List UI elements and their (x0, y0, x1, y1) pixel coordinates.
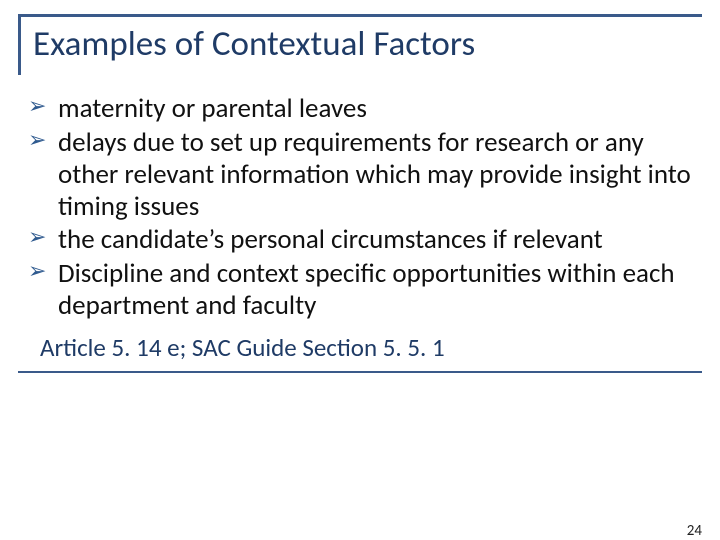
bullet-text: delays due to set up requirements for re… (58, 126, 691, 223)
chevron-right-icon: ➢ (28, 95, 50, 117)
list-item: ➢ Discipline and context specific opport… (28, 258, 692, 322)
slide-title: Examples of Contextual Factors (33, 23, 702, 65)
reference-line: Article 5. 14 e; SAC Guide Section 5. 5.… (40, 332, 692, 371)
bullet-list: ➢ maternity or parental leaves ➢ delays … (28, 93, 692, 322)
chevron-right-icon: ➢ (28, 129, 50, 151)
bullet-text: Discipline and context specific opportun… (58, 257, 675, 322)
bullet-text: maternity or parental leaves (58, 92, 367, 125)
bullet-text: the candidate’s personal circumstances i… (58, 223, 603, 256)
page-number: 24 (687, 522, 702, 540)
list-item: ➢ maternity or parental leaves (28, 93, 692, 125)
slide-body: ➢ maternity or parental leaves ➢ delays … (28, 93, 692, 322)
list-item: ➢ delays due to set up requirements for … (28, 127, 692, 223)
slide: Examples of Contextual Factors ➢ materni… (0, 14, 720, 540)
title-container: Examples of Contextual Factors (18, 14, 702, 75)
chevron-right-icon: ➢ (28, 226, 50, 248)
chevron-right-icon: ➢ (28, 260, 50, 282)
list-item: ➢ the candidate’s personal circumstances… (28, 224, 692, 256)
divider (18, 371, 702, 373)
